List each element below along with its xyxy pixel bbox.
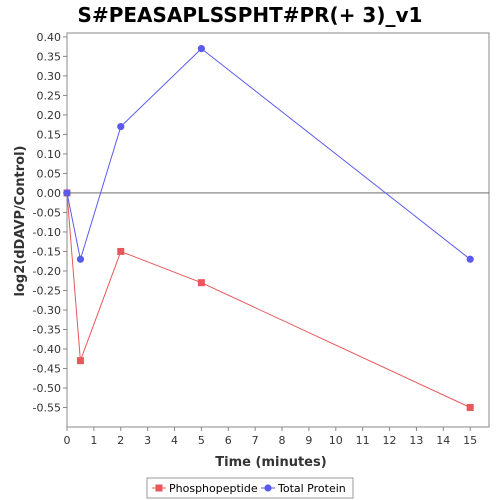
data-point-total-protein	[76, 255, 85, 263]
y-tick-label: 0.40	[37, 31, 62, 44]
y-tick-label: -0.10	[33, 226, 61, 239]
y-tick-label: -0.30	[33, 304, 61, 317]
x-tick-label: 8	[279, 434, 286, 447]
x-tick-label: 7	[252, 434, 259, 447]
y-tick-label: -0.25	[33, 284, 61, 297]
x-axis-label: Time (minutes)	[215, 455, 326, 470]
data-point-total-protein	[466, 255, 474, 263]
x-tick-label: 10	[329, 434, 343, 447]
x-tick-label: 1	[90, 434, 97, 447]
legend-box	[146, 477, 354, 499]
x-tick-label: 0	[64, 434, 71, 447]
y-tick-label: -0.05	[33, 206, 61, 219]
data-point-phosphopeptide	[117, 247, 125, 255]
x-tick-label: 2	[117, 434, 124, 447]
data-point-phosphopeptide	[466, 403, 474, 411]
y-axis: 0.40 0.35 0.30 0.25 0.20 0.15 0.10 0.05 0.00 -0.0…	[33, 31, 67, 414]
y-tick-label: 0.30	[37, 70, 62, 83]
x-axis: 0 1 2 3 4 5 6 7 8 9 10 11 12 13 14 15	[64, 427, 477, 447]
data-point-total-protein	[197, 45, 205, 53]
x-tick-label: 15	[463, 434, 477, 447]
x-tick-label: 13	[409, 434, 423, 447]
plot-area	[66, 32, 490, 428]
x-tick-label: 11	[356, 434, 370, 447]
legend-label-total-protein: Total Protein	[277, 482, 346, 495]
y-tick-label: -0.35	[33, 323, 61, 336]
data-point-total-protein	[63, 189, 71, 197]
chart-title: S#PEASAPLSSPHT#PR(+ 3)_v1	[78, 3, 423, 27]
y-tick-label: -0.40	[33, 343, 61, 356]
x-tick-label: 9	[305, 434, 312, 447]
y-tick-label: 0.35	[37, 50, 62, 63]
legend-marker-phosphopeptide	[155, 484, 163, 492]
legend: Phosphopeptide Total Protein	[146, 477, 354, 499]
legend-label-phosphopeptide: Phosphopeptide	[169, 482, 258, 495]
data-point-phosphopeptide	[76, 357, 84, 365]
x-tick-label: 6	[225, 434, 232, 447]
y-tick-label: 0.15	[37, 128, 62, 141]
y-tick-label: -0.55	[33, 401, 61, 414]
y-tick-label: -0.50	[33, 382, 61, 395]
y-tick-label: 0.05	[37, 167, 62, 180]
plot-background	[66, 32, 490, 428]
x-tick-label: 5	[198, 434, 205, 447]
y-tick-label: -0.20	[33, 265, 61, 278]
data-point-phosphopeptide	[197, 279, 205, 287]
legend-marker-total-protein	[264, 484, 272, 492]
y-tick-label: 0.20	[37, 109, 62, 122]
data-point-total-protein	[117, 123, 125, 131]
y-tick-label: 0.25	[37, 89, 62, 102]
y-tick-label: 0.10	[37, 148, 62, 161]
x-tick-label: 12	[383, 434, 397, 447]
x-tick-label: 14	[436, 434, 450, 447]
x-tick-label: 3	[144, 434, 151, 447]
x-tick-label: 4	[171, 434, 178, 447]
y-tick-label: 0.00	[37, 187, 62, 200]
y-axis-label: log2(dDAVP/Control)	[13, 146, 28, 297]
y-tick-label: -0.15	[33, 245, 61, 258]
y-tick-label: -0.45	[33, 362, 61, 375]
series-layer	[63, 45, 474, 411]
